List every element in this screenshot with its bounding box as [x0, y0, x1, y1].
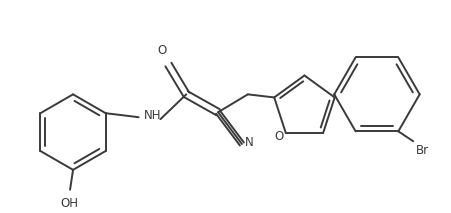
Text: N: N — [244, 135, 253, 148]
Text: Br: Br — [415, 144, 428, 157]
Text: NH: NH — [143, 109, 161, 122]
Text: O: O — [157, 44, 167, 57]
Text: OH: OH — [60, 197, 78, 210]
Text: O: O — [274, 130, 283, 143]
